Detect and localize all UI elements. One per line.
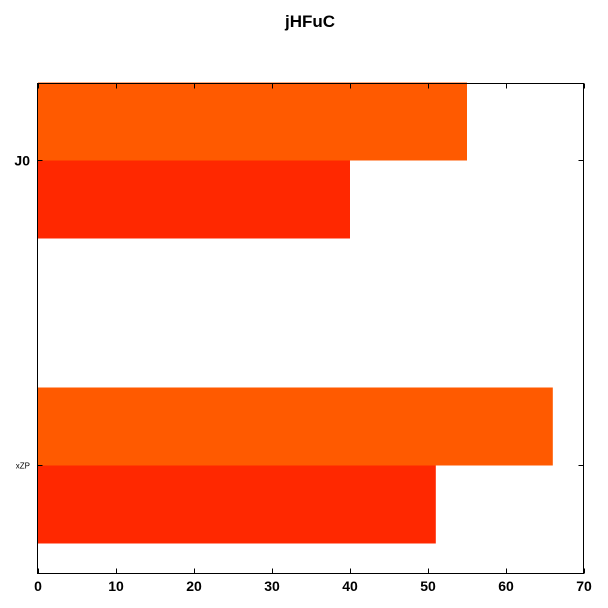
x-tick-labels: 0 10 20 30 40 50 60 70 (34, 578, 592, 594)
y-tick-label-J0: J0 (14, 153, 30, 169)
x-tick-label-70: 70 (576, 578, 592, 594)
x-tick-label-60: 60 (498, 578, 514, 594)
ticks-group (37, 83, 585, 574)
bars-group (38, 82, 553, 544)
plot-frame (37, 83, 584, 574)
x-tick-label-30: 30 (264, 578, 280, 594)
x-tick-label-50: 50 (420, 578, 436, 594)
chart-title: jHFuC (284, 12, 335, 31)
bar-J0-series-1 (38, 82, 467, 161)
x-tick-label-10: 10 (108, 578, 124, 594)
bar-xZP-series-1 (38, 387, 553, 466)
x-tick-label-40: 40 (342, 578, 358, 594)
bar-xZP-series-2 (38, 465, 436, 544)
y-tick-label-xZP: xZP (16, 462, 30, 471)
x-tick-label-0: 0 (34, 578, 42, 594)
bar-J0-series-2 (38, 160, 350, 239)
x-tick-label-20: 20 (186, 578, 202, 594)
y-tick-labels: J0 xZP (14, 153, 30, 471)
